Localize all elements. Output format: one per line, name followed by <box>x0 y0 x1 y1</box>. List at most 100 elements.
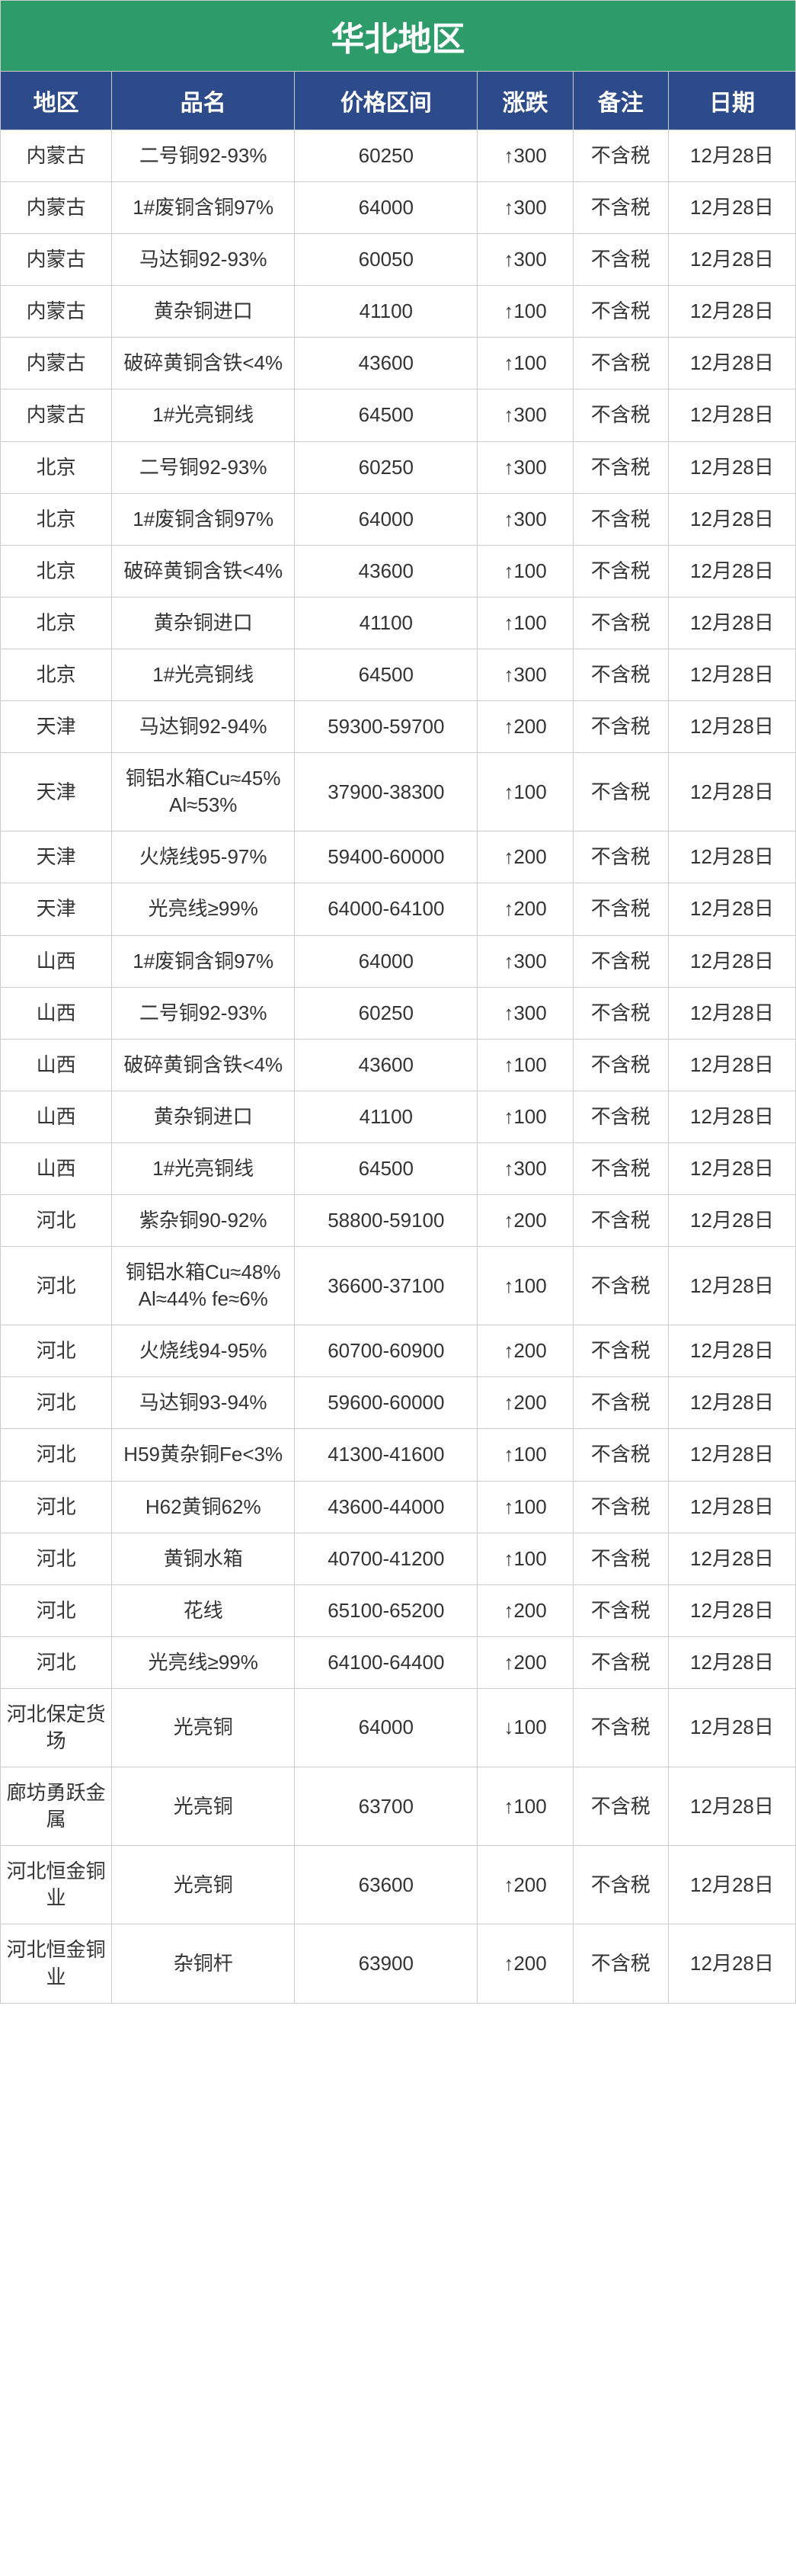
cell-change: ↑100 <box>478 753 573 831</box>
cell-name: 铜铝水箱Cu≈48% Al≈44% fe≈6% <box>112 1247 295 1325</box>
cell-region: 山西 <box>1 987 112 1039</box>
cell-price: 36600-37100 <box>295 1247 478 1325</box>
cell-name: 光亮铜 <box>112 1688 295 1767</box>
price-table: 华北地区 地区 品名 价格区间 涨跌 备注 日期 内蒙古二号铜92-93%602… <box>0 0 796 2004</box>
table-row: 河北黄铜水箱40700-41200↑100不含税12月28日 <box>1 1533 796 1584</box>
cell-note: 不含税 <box>573 753 668 831</box>
cell-price: 63600 <box>295 1846 478 1924</box>
cell-change: ↑200 <box>478 1194 573 1246</box>
cell-change: ↑200 <box>478 1636 573 1688</box>
cell-note: 不含税 <box>573 182 668 234</box>
cell-region: 内蒙古 <box>1 338 112 389</box>
cell-change: ↑300 <box>478 389 573 441</box>
cell-price: 64000 <box>295 493 478 545</box>
table-title: 华北地区 <box>1 1 796 72</box>
cell-date: 12月28日 <box>668 935 795 987</box>
cell-price: 41100 <box>295 597 478 649</box>
cell-price: 43600 <box>295 545 478 597</box>
cell-note: 不含税 <box>573 1924 668 2003</box>
cell-name: 火烧线94-95% <box>112 1325 295 1377</box>
cell-note: 不含税 <box>573 1377 668 1429</box>
cell-price: 63700 <box>295 1767 478 1846</box>
table-row: 内蒙古1#废铜含铜97%64000↑300不含税12月28日 <box>1 182 796 234</box>
cell-date: 12月28日 <box>668 182 795 234</box>
cell-change: ↑200 <box>478 1377 573 1429</box>
cell-change: ↑300 <box>478 987 573 1039</box>
cell-note: 不含税 <box>573 1481 668 1533</box>
cell-price: 43600 <box>295 1039 478 1091</box>
cell-note: 不含税 <box>573 545 668 597</box>
cell-price: 59300-59700 <box>295 701 478 753</box>
cell-region: 河北 <box>1 1325 112 1377</box>
cell-region: 河北 <box>1 1636 112 1688</box>
table-row: 河北恒金铜业光亮铜63600↑200不含税12月28日 <box>1 1846 796 1924</box>
cell-region: 山西 <box>1 1039 112 1091</box>
table-row: 北京1#废铜含铜97%64000↑300不含税12月28日 <box>1 493 796 545</box>
cell-name: 光亮线≥99% <box>112 883 295 935</box>
cell-name: 光亮线≥99% <box>112 1636 295 1688</box>
cell-price: 64500 <box>295 649 478 700</box>
cell-date: 12月28日 <box>668 883 795 935</box>
cell-date: 12月28日 <box>668 597 795 649</box>
cell-date: 12月28日 <box>668 1924 795 2003</box>
cell-price: 60050 <box>295 234 478 286</box>
cell-price: 64000-64100 <box>295 883 478 935</box>
cell-note: 不含税 <box>573 935 668 987</box>
cell-note: 不含税 <box>573 1194 668 1246</box>
cell-name: 马达铜92-94% <box>112 701 295 753</box>
table-row: 河北花线65100-65200↑200不含税12月28日 <box>1 1584 796 1636</box>
table-row: 天津火烧线95-97%59400-60000↑200不含税12月28日 <box>1 831 796 883</box>
cell-date: 12月28日 <box>668 338 795 389</box>
cell-change: ↑300 <box>478 649 573 700</box>
cell-change: ↑100 <box>478 545 573 597</box>
cell-price: 59600-60000 <box>295 1377 478 1429</box>
cell-change: ↑300 <box>478 441 573 493</box>
cell-price: 64000 <box>295 1688 478 1767</box>
cell-name: 紫杂铜90-92% <box>112 1194 295 1246</box>
cell-note: 不含税 <box>573 597 668 649</box>
cell-date: 12月28日 <box>668 753 795 831</box>
cell-note: 不含税 <box>573 649 668 700</box>
cell-change: ↑300 <box>478 1142 573 1194</box>
cell-note: 不含税 <box>573 701 668 753</box>
cell-region: 北京 <box>1 545 112 597</box>
table-row: 河北H62黄铜62%43600-44000↑100不含税12月28日 <box>1 1481 796 1533</box>
cell-region: 河北恒金铜业 <box>1 1924 112 2003</box>
cell-note: 不含税 <box>573 1325 668 1377</box>
cell-date: 12月28日 <box>668 1481 795 1533</box>
table-row: 内蒙古破碎黄铜含铁<4%43600↑100不含税12月28日 <box>1 338 796 389</box>
cell-region: 内蒙古 <box>1 286 112 338</box>
cell-date: 12月28日 <box>668 1636 795 1688</box>
cell-region: 河北恒金铜业 <box>1 1846 112 1924</box>
table-row: 河北马达铜93-94%59600-60000↑200不含税12月28日 <box>1 1377 796 1429</box>
cell-price: 40700-41200 <box>295 1533 478 1584</box>
cell-change: ↓100 <box>478 1688 573 1767</box>
cell-price: 43600-44000 <box>295 1481 478 1533</box>
cell-name: 1#光亮铜线 <box>112 1142 295 1194</box>
cell-name: 1#废铜含铜97% <box>112 182 295 234</box>
cell-region: 山西 <box>1 1142 112 1194</box>
cell-note: 不含税 <box>573 1584 668 1636</box>
cell-price: 59400-60000 <box>295 831 478 883</box>
cell-change: ↑100 <box>478 1091 573 1142</box>
cell-date: 12月28日 <box>668 1584 795 1636</box>
cell-change: ↑200 <box>478 1924 573 2003</box>
cell-change: ↑300 <box>478 493 573 545</box>
cell-date: 12月28日 <box>668 389 795 441</box>
cell-change: ↑300 <box>478 234 573 286</box>
cell-date: 12月28日 <box>668 1767 795 1846</box>
cell-change: ↑100 <box>478 1481 573 1533</box>
cell-region: 山西 <box>1 1091 112 1142</box>
cell-date: 12月28日 <box>668 1142 795 1194</box>
cell-date: 12月28日 <box>668 130 795 182</box>
cell-region: 河北 <box>1 1247 112 1325</box>
cell-date: 12月28日 <box>668 441 795 493</box>
cell-price: 60250 <box>295 130 478 182</box>
cell-name: 马达铜93-94% <box>112 1377 295 1429</box>
cell-date: 12月28日 <box>668 1846 795 1924</box>
cell-name: 花线 <box>112 1584 295 1636</box>
cell-note: 不含税 <box>573 1247 668 1325</box>
cell-note: 不含税 <box>573 338 668 389</box>
cell-note: 不含税 <box>573 493 668 545</box>
cell-date: 12月28日 <box>668 1247 795 1325</box>
